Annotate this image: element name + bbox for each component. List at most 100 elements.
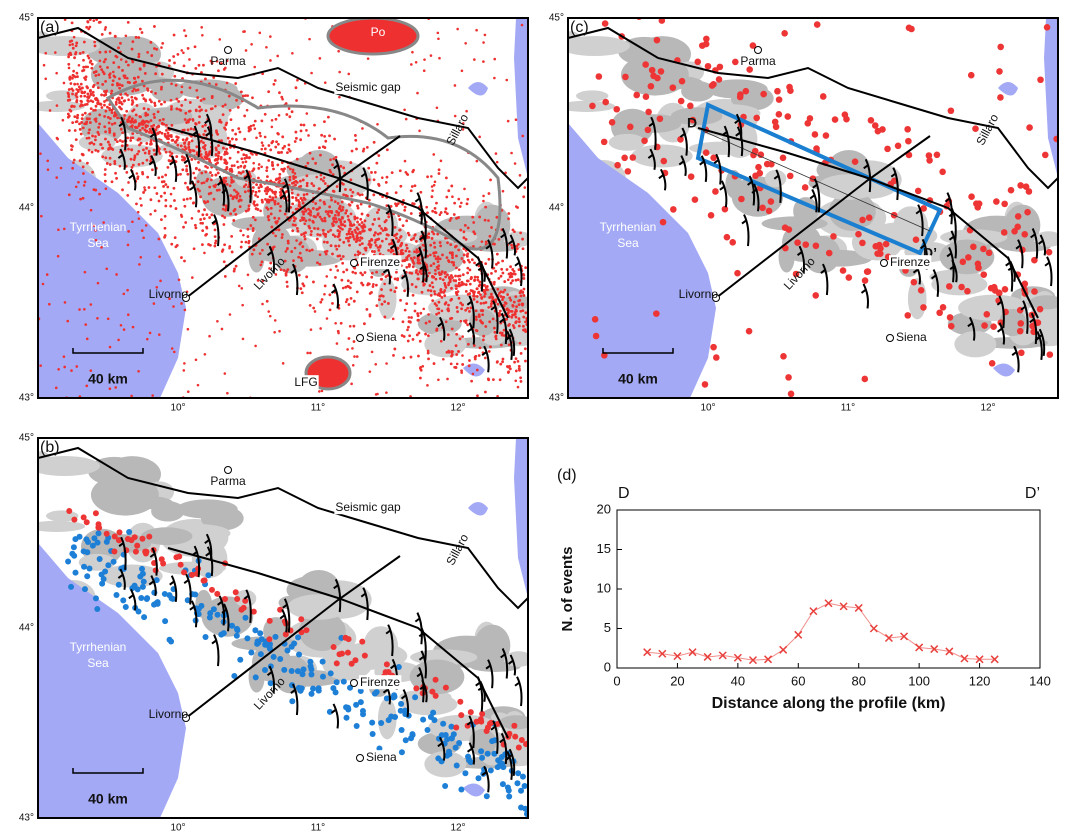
event xyxy=(102,569,108,575)
figure: (a)PoParmaSeismic gapSillaroTyrrhenianSe… xyxy=(0,0,1071,839)
event xyxy=(460,320,463,323)
event xyxy=(84,112,87,115)
event xyxy=(515,357,518,360)
event xyxy=(229,169,232,172)
event xyxy=(215,153,218,156)
event xyxy=(399,245,402,248)
event xyxy=(246,94,249,97)
event xyxy=(258,132,261,135)
event xyxy=(288,107,291,110)
event xyxy=(451,327,454,330)
event xyxy=(42,283,45,286)
event xyxy=(441,270,444,273)
event xyxy=(473,262,476,265)
event xyxy=(259,263,262,266)
siena: Siena xyxy=(366,330,397,344)
event xyxy=(236,160,239,163)
event xyxy=(160,560,166,566)
event xyxy=(82,165,85,168)
event xyxy=(56,138,59,141)
event xyxy=(660,219,667,226)
event xyxy=(199,218,202,221)
event xyxy=(336,255,339,258)
event xyxy=(205,572,211,578)
event xyxy=(310,328,313,331)
event xyxy=(96,82,99,85)
event xyxy=(271,126,274,129)
event xyxy=(259,135,262,138)
event xyxy=(503,289,506,292)
event xyxy=(164,183,167,186)
event xyxy=(221,328,224,331)
event xyxy=(75,44,78,47)
event xyxy=(305,174,308,177)
event xyxy=(89,90,92,93)
event xyxy=(71,517,77,523)
event xyxy=(448,260,451,263)
event xyxy=(337,50,340,53)
event xyxy=(180,91,183,94)
x-axis-label: Distance along the profile (km) xyxy=(712,695,946,712)
event xyxy=(167,134,170,137)
event xyxy=(380,278,383,281)
event xyxy=(94,135,97,138)
event xyxy=(201,34,204,37)
event xyxy=(514,162,517,165)
event xyxy=(510,282,513,285)
event xyxy=(94,149,97,152)
event xyxy=(292,259,295,262)
event xyxy=(311,248,314,251)
event xyxy=(294,131,297,134)
event xyxy=(918,287,925,294)
event xyxy=(44,52,47,55)
event xyxy=(282,362,285,365)
event xyxy=(439,277,442,280)
lat-label: 43° xyxy=(19,813,34,824)
event xyxy=(198,115,201,118)
event xyxy=(148,186,151,189)
event xyxy=(965,254,972,261)
event xyxy=(68,193,71,196)
event xyxy=(507,309,510,312)
event xyxy=(109,109,112,112)
event xyxy=(330,244,333,247)
event xyxy=(229,194,232,197)
event xyxy=(710,344,717,351)
event xyxy=(473,58,476,61)
event xyxy=(189,197,192,200)
event xyxy=(110,90,113,93)
event xyxy=(71,22,74,25)
event xyxy=(222,596,228,602)
event xyxy=(996,68,1003,75)
event xyxy=(494,270,497,273)
event xyxy=(852,158,859,165)
event xyxy=(394,234,397,237)
city xyxy=(225,467,232,474)
event xyxy=(981,322,988,329)
event xyxy=(67,55,70,58)
event xyxy=(291,196,294,199)
event xyxy=(79,128,82,131)
event xyxy=(434,302,437,305)
event xyxy=(339,221,342,224)
event xyxy=(480,321,483,324)
event xyxy=(73,83,76,86)
event xyxy=(431,237,434,240)
event xyxy=(301,666,307,672)
event xyxy=(488,767,494,773)
event xyxy=(319,199,322,202)
event xyxy=(191,139,194,142)
event xyxy=(304,210,307,213)
event xyxy=(503,280,506,283)
event xyxy=(203,252,206,255)
event xyxy=(191,217,194,220)
event xyxy=(258,186,261,189)
event xyxy=(351,232,354,235)
event xyxy=(457,350,460,353)
event xyxy=(437,267,440,270)
event xyxy=(410,212,413,215)
event xyxy=(361,213,364,216)
event xyxy=(507,217,510,220)
event xyxy=(185,168,188,171)
event xyxy=(107,318,110,321)
